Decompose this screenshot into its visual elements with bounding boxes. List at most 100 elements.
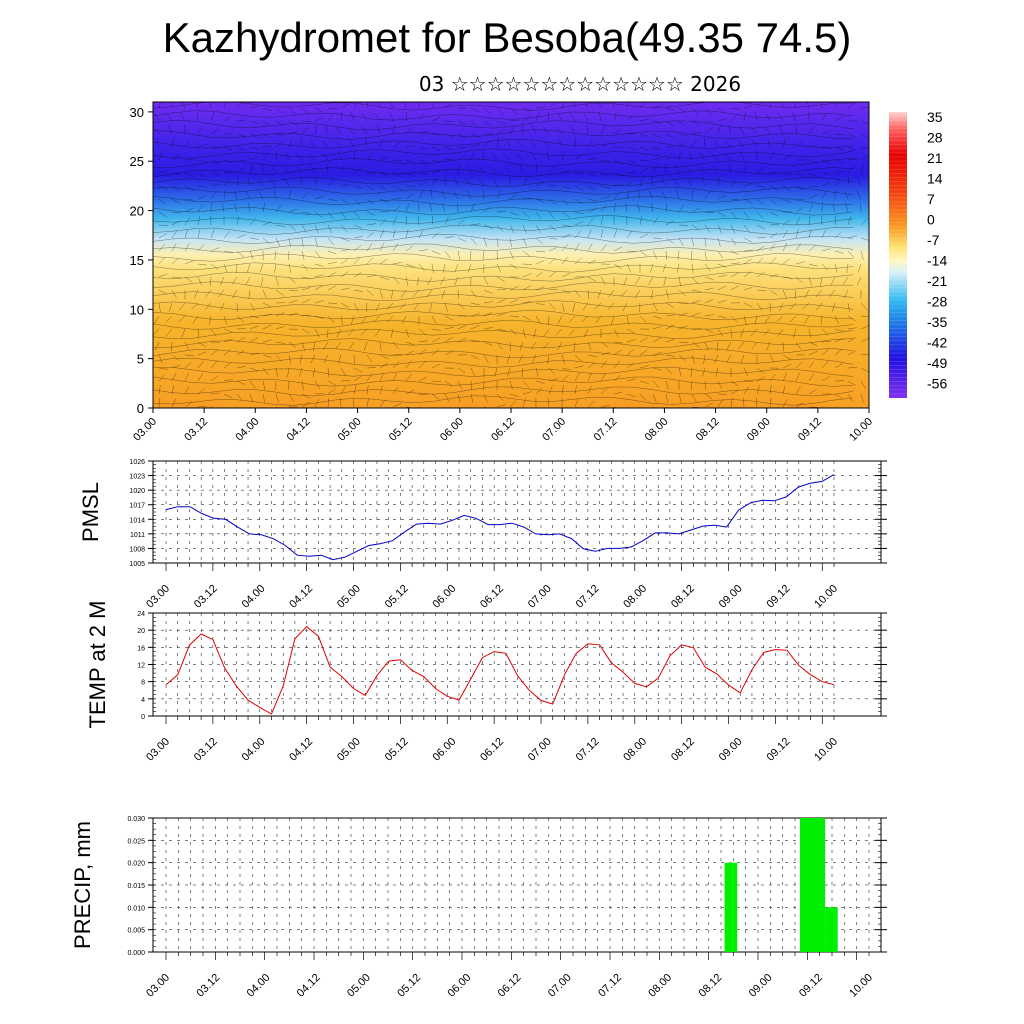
wind-vector xyxy=(535,286,545,291)
wind-vector xyxy=(314,328,320,338)
temp-xtick-label: 07.12 xyxy=(574,736,602,764)
wind-vector xyxy=(509,107,518,114)
wind-vector xyxy=(834,328,844,332)
wind-vector xyxy=(361,315,368,324)
wind-vector xyxy=(314,237,319,247)
wind-vector xyxy=(301,192,309,200)
wind-vector xyxy=(756,376,766,382)
wind-vector xyxy=(665,237,674,244)
wind-vector xyxy=(496,393,504,401)
wind-vector xyxy=(626,132,637,135)
wind-vector xyxy=(847,133,857,138)
wind-vector xyxy=(557,341,563,351)
wind-vector xyxy=(483,120,492,127)
wind-vector xyxy=(581,315,589,323)
wind-vector xyxy=(340,103,350,109)
wind-vector xyxy=(691,341,700,348)
wind-vector xyxy=(782,372,788,382)
wind-vector xyxy=(405,193,414,200)
wind-vector xyxy=(222,203,225,213)
colorbar-label: 21 xyxy=(927,150,943,166)
wind-vector xyxy=(743,397,745,408)
wind-vector xyxy=(195,102,199,109)
wind-vector xyxy=(613,391,623,395)
wind-vector xyxy=(535,387,543,395)
wind-vector xyxy=(625,203,628,213)
wind-vector xyxy=(340,287,350,291)
wind-vector xyxy=(327,198,337,202)
wind-vector xyxy=(586,125,589,135)
wind-vector xyxy=(652,133,662,139)
wind-vector xyxy=(626,263,632,273)
wind-vector xyxy=(713,354,719,364)
wind-vector xyxy=(662,263,667,273)
wind-vector xyxy=(704,191,711,200)
wind-vector xyxy=(353,236,363,239)
wind-vector xyxy=(248,289,251,299)
wind-vector xyxy=(405,111,407,122)
wind-vector xyxy=(275,276,279,286)
wind-vector xyxy=(704,287,714,291)
wind-vector xyxy=(249,367,259,372)
wind-vector xyxy=(236,380,246,385)
wind-vector xyxy=(353,375,362,382)
wind-vector xyxy=(340,237,350,242)
wind-vector xyxy=(171,341,173,352)
wind-vector xyxy=(275,341,285,344)
wind-vector xyxy=(275,367,278,377)
wind-vector xyxy=(691,393,697,402)
wind-vector xyxy=(327,328,329,339)
wind-vector xyxy=(652,217,659,226)
wind-vector xyxy=(769,274,779,278)
wind-vector xyxy=(405,341,415,346)
wind-vector xyxy=(353,302,359,312)
wind-vector xyxy=(184,207,194,213)
wind-vector xyxy=(519,164,524,174)
wind-vector xyxy=(795,386,801,395)
colorbar-label: -56 xyxy=(927,376,947,392)
wind-vector xyxy=(717,315,727,319)
wind-vector xyxy=(249,133,259,139)
wind-vector xyxy=(531,125,537,135)
wind-vector xyxy=(288,208,298,213)
wind-vector xyxy=(652,315,662,319)
wind-vector xyxy=(639,380,649,384)
wind-vector xyxy=(542,140,550,148)
wind-vector xyxy=(249,105,259,109)
wind-vector xyxy=(444,302,448,312)
wind-vector xyxy=(808,276,812,286)
wind-vector xyxy=(650,289,654,299)
wind-vector xyxy=(210,247,220,252)
wind-vector xyxy=(470,151,475,161)
wind-vector xyxy=(561,257,569,265)
wind-vector xyxy=(572,302,576,312)
wind-vector xyxy=(808,360,815,369)
wind-vector xyxy=(743,249,753,252)
wind-vector xyxy=(516,153,524,161)
wind-vector xyxy=(392,276,400,284)
wind-vector xyxy=(769,152,775,161)
wind-vector xyxy=(444,380,453,387)
contour-line-10 xyxy=(153,195,854,206)
wind-vector xyxy=(806,102,810,109)
wind-vector xyxy=(743,386,750,395)
wind-vector xyxy=(348,139,355,148)
wind-vector xyxy=(765,113,771,122)
wind-vector xyxy=(334,140,342,148)
wind-vector xyxy=(392,353,403,356)
wind-vector xyxy=(808,373,815,382)
wind-vector xyxy=(574,230,581,239)
wind-vector xyxy=(249,120,259,125)
wind-vector xyxy=(808,389,817,395)
wind-vector xyxy=(600,185,610,189)
wind-vector xyxy=(756,185,766,188)
wind-vector xyxy=(236,366,246,369)
wind-vector xyxy=(231,276,238,285)
wind-vector xyxy=(340,302,349,308)
wind-vector xyxy=(574,257,582,265)
wind-vector xyxy=(171,138,174,148)
wind-vector xyxy=(691,189,694,200)
wind-vector xyxy=(155,138,160,148)
wind-vector xyxy=(287,367,290,377)
section-xtick-label: 06.12 xyxy=(489,416,517,444)
